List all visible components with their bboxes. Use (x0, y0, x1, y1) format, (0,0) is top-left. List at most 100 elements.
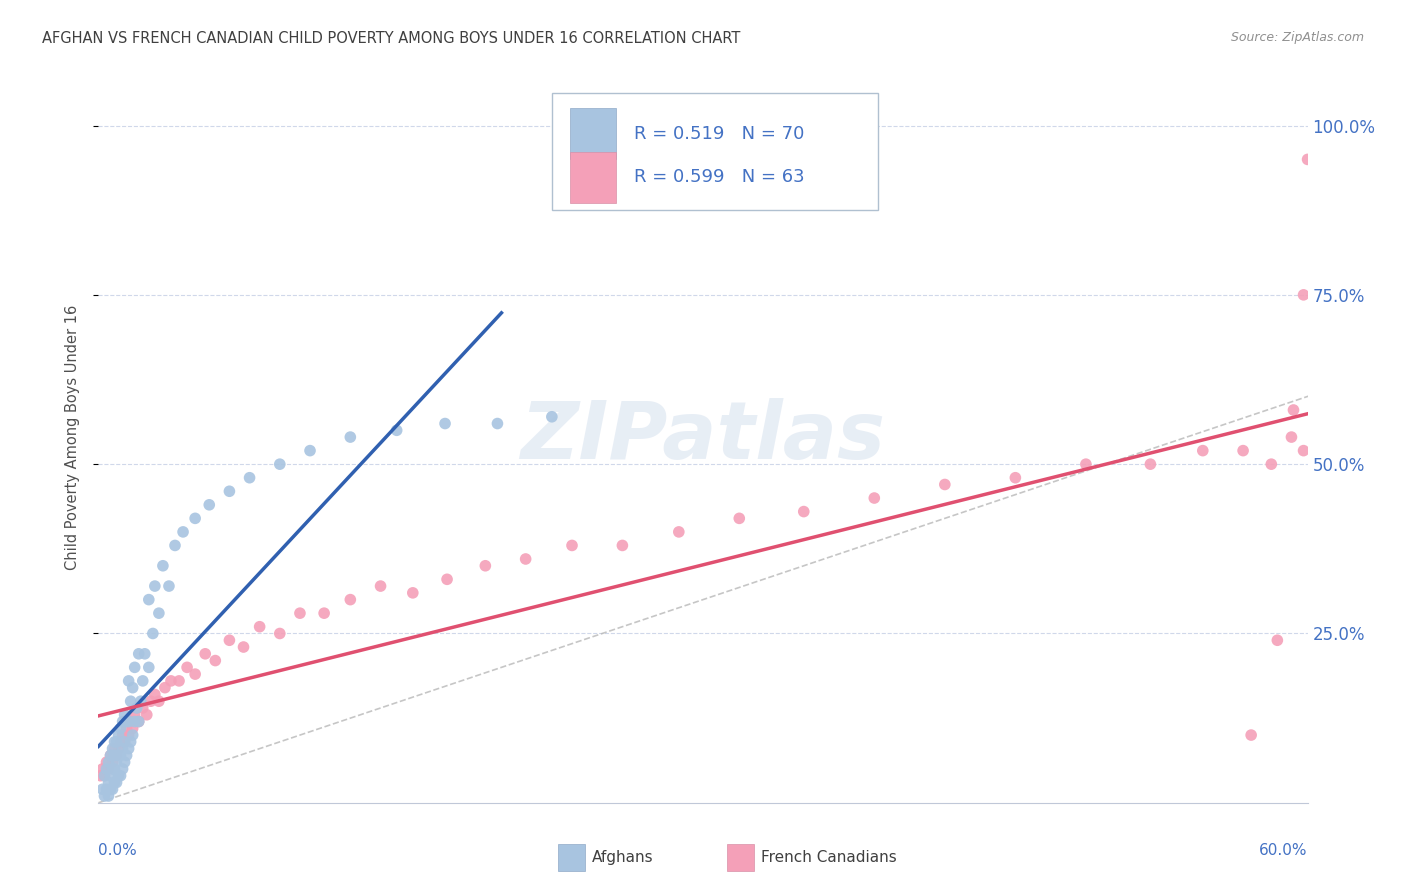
Point (1292, 288, 1315, 302)
Point (339, 430, 361, 444)
Point (114, 735, 136, 749)
Point (101, 782, 124, 797)
Point (97, 755, 120, 769)
Point (139, 694, 162, 708)
Point (176, 660, 198, 674)
Point (114, 755, 136, 769)
Point (1240, 728, 1263, 742)
Point (561, 538, 583, 552)
Point (269, 626, 291, 640)
Point (103, 762, 125, 776)
Point (103, 741, 125, 756)
Point (218, 633, 240, 648)
Point (128, 714, 150, 729)
Point (793, 505, 815, 519)
Point (129, 694, 152, 708)
Point (105, 775, 128, 789)
Point (105, 735, 128, 749)
Point (402, 586, 425, 600)
FancyBboxPatch shape (558, 845, 585, 871)
Point (934, 477, 956, 491)
Point (111, 741, 134, 756)
Point (138, 660, 160, 674)
Point (148, 606, 170, 620)
Text: R = 0.599   N = 63: R = 0.599 N = 63 (634, 169, 804, 186)
Point (128, 647, 150, 661)
FancyBboxPatch shape (727, 845, 754, 871)
Point (198, 498, 221, 512)
Point (132, 701, 155, 715)
Point (434, 417, 457, 431)
Point (1074, 457, 1097, 471)
Text: R = 0.519   N = 70: R = 0.519 N = 70 (634, 125, 804, 143)
Point (93, 789, 115, 803)
Point (107, 728, 129, 742)
Point (105, 748, 128, 763)
Point (668, 524, 690, 539)
Point (114, 735, 136, 749)
Point (97, 789, 120, 803)
Point (184, 511, 207, 525)
Point (103, 735, 125, 749)
Point (167, 673, 190, 688)
Point (249, 620, 271, 634)
Point (1191, 443, 1213, 458)
Point (114, 707, 136, 722)
Point (110, 748, 132, 763)
Point (103, 748, 125, 763)
FancyBboxPatch shape (551, 94, 879, 211)
Point (124, 707, 146, 722)
Point (115, 748, 138, 763)
Point (118, 673, 141, 688)
Point (1281, 430, 1303, 444)
Point (100, 782, 122, 797)
Text: Afghans: Afghans (592, 850, 654, 865)
Point (103, 775, 125, 789)
Point (370, 579, 392, 593)
Point (157, 579, 180, 593)
Point (314, 606, 336, 620)
Point (232, 640, 254, 654)
Point (93, 769, 115, 783)
Point (107, 748, 129, 763)
Point (863, 491, 886, 505)
Point (118, 741, 141, 756)
Point (107, 769, 129, 783)
Point (97, 775, 120, 789)
Point (515, 552, 537, 566)
Point (152, 558, 174, 573)
Point (97, 762, 120, 776)
Point (194, 647, 217, 661)
Point (121, 681, 143, 695)
Point (100, 748, 122, 763)
Point (101, 741, 124, 756)
Point (107, 741, 129, 756)
Point (142, 626, 165, 640)
Point (128, 714, 150, 729)
Point (134, 647, 156, 661)
Point (728, 511, 751, 525)
Y-axis label: Child Poverty Among Boys Under 16: Child Poverty Among Boys Under 16 (65, 304, 80, 570)
Point (118, 728, 141, 742)
Text: 0.0%: 0.0% (98, 843, 138, 858)
Point (1282, 403, 1305, 417)
Point (218, 484, 240, 499)
FancyBboxPatch shape (569, 108, 616, 159)
Point (120, 714, 142, 729)
Point (96, 755, 118, 769)
Point (91, 762, 114, 776)
Point (121, 728, 143, 742)
Point (100, 769, 122, 783)
Point (288, 606, 311, 620)
Point (121, 721, 143, 735)
Point (101, 755, 124, 769)
Point (96, 762, 118, 776)
Point (143, 579, 166, 593)
Point (115, 714, 138, 729)
Point (125, 701, 148, 715)
Point (436, 572, 458, 586)
Point (100, 748, 122, 763)
Point (96, 782, 118, 797)
Point (101, 762, 124, 776)
FancyBboxPatch shape (569, 152, 616, 203)
